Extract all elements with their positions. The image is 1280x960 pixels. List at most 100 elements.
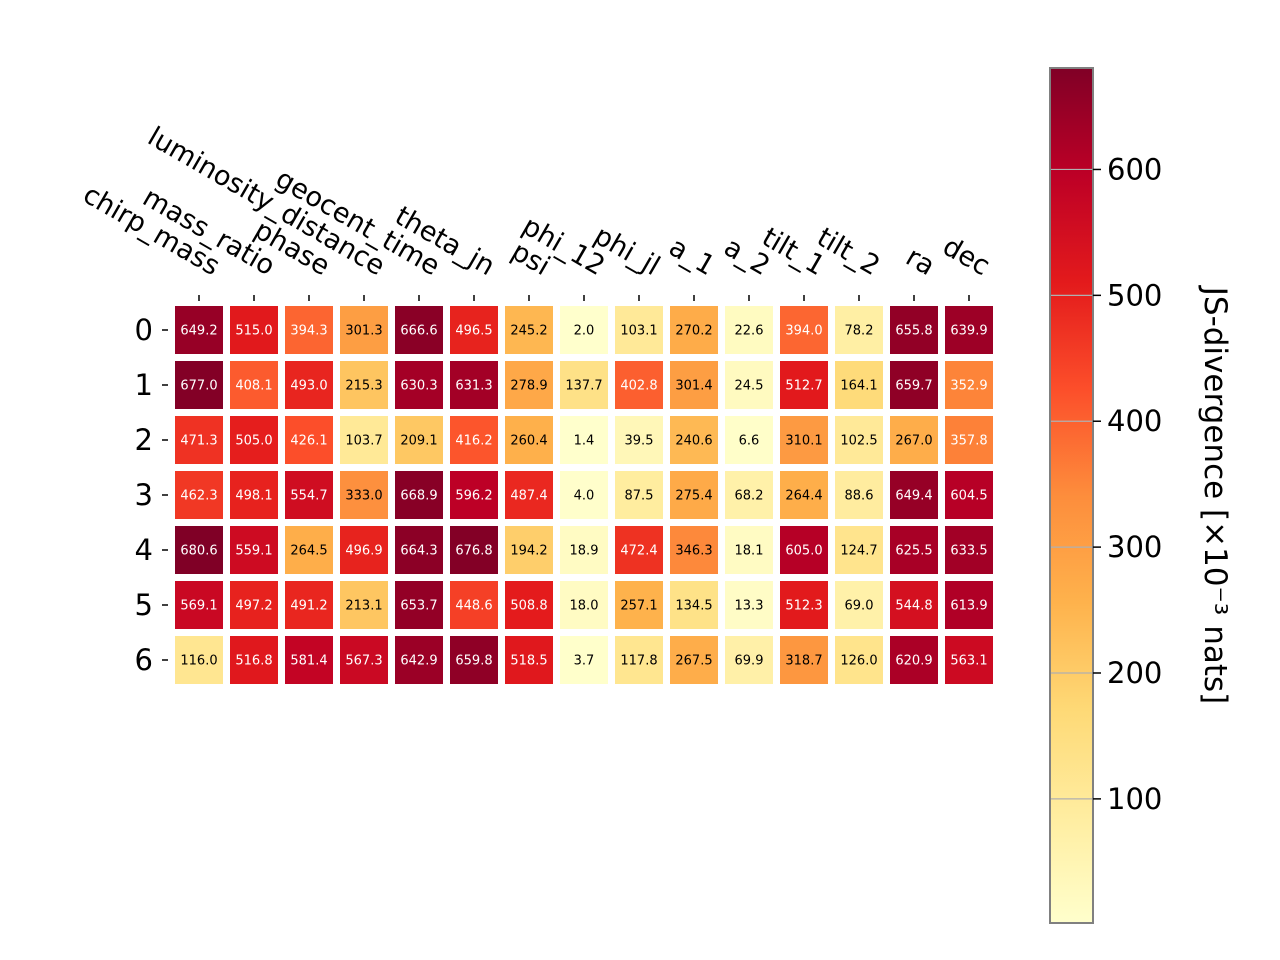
cell-value-label: 605.0: [785, 544, 822, 559]
heatmap-cell: [450, 361, 498, 409]
cell-value-label: 103.1: [620, 324, 657, 339]
cell-value-label: 471.3: [180, 434, 217, 449]
column-label: ra: [901, 241, 940, 282]
cell-value-label: 215.3: [345, 379, 382, 394]
cell-value-label: 116.0: [180, 654, 217, 669]
heatmap-cell: [670, 581, 718, 629]
cell-value-label: 642.9: [400, 654, 437, 669]
cell-value-label: 639.9: [950, 324, 987, 339]
column-labels: chirp_massmass_ratiophaseluminosity_dist…: [78, 121, 995, 282]
cell-value-label: 275.4: [675, 489, 712, 504]
heatmap-cell: [615, 581, 663, 629]
heatmap-cell: [725, 306, 773, 354]
cell-value-label: 544.8: [895, 599, 932, 614]
cell-value-label: 676.8: [455, 544, 492, 559]
heatmap-cell: [450, 471, 498, 519]
cell-value-label: 278.9: [510, 379, 547, 394]
heatmap-cell: [450, 416, 498, 464]
cell-value-label: 87.5: [625, 489, 654, 504]
colorbar-gridlines: [1050, 168, 1093, 800]
cell-value-label: 267.0: [895, 434, 932, 449]
colorbar-tick-label: 600: [1107, 152, 1162, 186]
heatmap-cell: [835, 526, 883, 574]
colorbar-gradient: [1050, 68, 1093, 923]
cell-value-label: 6.6: [739, 434, 760, 449]
column-label: phi_jl: [589, 220, 665, 282]
heatmap-cell: [285, 526, 333, 574]
heatmap-cell: [340, 526, 388, 574]
cell-value-label: 559.1: [235, 544, 272, 559]
heatmap-cell: [945, 416, 993, 464]
cell-value-label: 497.2: [235, 599, 272, 614]
cell-value-label: 1.4: [574, 434, 595, 449]
heatmap-cell: [835, 581, 883, 629]
heatmap-cell: [670, 361, 718, 409]
heatmap-cell: [670, 416, 718, 464]
cell-value-label: 39.5: [625, 434, 654, 449]
heatmap-cell: [615, 306, 663, 354]
cell-value-label: 653.7: [400, 599, 437, 614]
heatmap-cell: [175, 416, 223, 464]
heatmap-cell: [945, 361, 993, 409]
cell-value-label: 491.2: [290, 599, 327, 614]
cell-value-label: 213.1: [345, 599, 382, 614]
cell-value-label: 633.5: [950, 544, 987, 559]
cell-value-label: 88.6: [845, 489, 874, 504]
row-label: 5: [135, 588, 153, 622]
colorbar-frame: [1049, 67, 1094, 924]
cell-value-label: 209.1: [400, 434, 437, 449]
cell-value-label: 680.6: [180, 544, 217, 559]
heatmap-cell: [890, 636, 938, 684]
heatmap-cell: [615, 471, 663, 519]
cell-value-label: 270.2: [675, 324, 712, 339]
cell-value-label: 596.2: [455, 489, 492, 504]
cell-value-label: 613.9: [950, 599, 987, 614]
heatmap-cell: [505, 581, 553, 629]
cell-value-label: 655.8: [895, 324, 932, 339]
heatmap-cell: [175, 361, 223, 409]
cell-value-label: 659.8: [455, 654, 492, 669]
heatmap-cell: [230, 416, 278, 464]
heatmap-cells: 649.2 515.0 394.3 301.3 666.6 496.5 245.2 2.0 10…: [175, 306, 993, 684]
column-ticks: [198, 295, 970, 301]
heatmap-cell: [780, 471, 828, 519]
cell-value-label: 69.9: [735, 654, 764, 669]
cell-value-label: 567.3: [345, 654, 382, 669]
cell-value-label: 333.0: [345, 489, 382, 504]
cell-value-label: 631.3: [455, 379, 492, 394]
cell-value-label: 569.1: [180, 599, 217, 614]
cell-value-label: 18.0: [570, 599, 599, 614]
heatmap-cell: [175, 306, 223, 354]
cell-value-label: 677.0: [180, 379, 217, 394]
cell-value-label: 394.0: [785, 324, 822, 339]
cell-value-label: 581.4: [290, 654, 327, 669]
cell-value-label: 666.6: [400, 324, 437, 339]
cell-value-label: 493.0: [290, 379, 327, 394]
heatmap-cell: [945, 471, 993, 519]
heatmap-cell: [450, 636, 498, 684]
cell-value-label: 625.5: [895, 544, 932, 559]
cell-value-label: 240.6: [675, 434, 712, 449]
heatmap-cell: [725, 416, 773, 464]
cell-value-label: 512.3: [785, 599, 822, 614]
cell-value-label: 124.7: [840, 544, 877, 559]
column-label: tilt_2: [812, 222, 885, 282]
cell-value-label: 22.6: [735, 324, 764, 339]
heatmap-cell: [395, 471, 443, 519]
cell-value-label: 408.1: [235, 379, 272, 394]
heatmap-cell: [230, 636, 278, 684]
heatmap-cell: [670, 306, 718, 354]
cell-value-label: 24.5: [735, 379, 764, 394]
heatmap-cell: [450, 581, 498, 629]
heatmap-cell: [175, 471, 223, 519]
heatmap-cell: [890, 361, 938, 409]
row-label: 0: [135, 313, 153, 347]
cell-value-label: 68.2: [735, 489, 764, 504]
heatmap-cell: [835, 361, 883, 409]
heatmap-cell: [230, 526, 278, 574]
heatmap-cell: [945, 581, 993, 629]
heatmap-cell: [835, 636, 883, 684]
heatmap-cell: [395, 306, 443, 354]
